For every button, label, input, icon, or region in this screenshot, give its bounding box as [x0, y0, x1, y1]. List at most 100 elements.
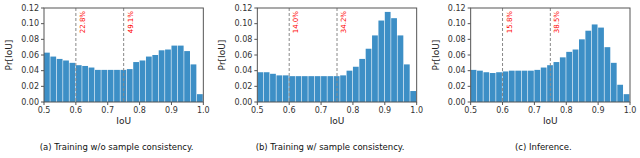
bar [353, 67, 359, 102]
x-tick-label: 0.6 [283, 106, 296, 115]
y-tick-label: 0.10 [448, 19, 466, 28]
y-tick-label: 0.04 [448, 66, 466, 75]
reference-line [550, 8, 551, 102]
bar [410, 91, 416, 102]
y-tick-label: 0.04 [235, 66, 253, 75]
bar [140, 60, 146, 102]
y-tick-label: 0.04 [21, 66, 39, 75]
bar [69, 63, 75, 102]
bars [257, 8, 416, 102]
x-tick-label: 0.5 [251, 106, 264, 115]
bar [515, 71, 521, 102]
x-tick-label: 0.6 [69, 106, 82, 115]
x-tick-label: 0.9 [165, 106, 178, 115]
bar [89, 68, 95, 102]
bar [347, 71, 353, 102]
y-axis-label: Pr[IoU] [217, 40, 227, 71]
x-tick-label: 0.8 [133, 106, 146, 115]
bar [483, 72, 489, 102]
bar [95, 70, 101, 102]
bar [509, 71, 515, 102]
annotation: 34.2% [340, 11, 348, 34]
bar [404, 64, 410, 102]
bar [82, 66, 88, 102]
y-tick-label: 0.00 [235, 98, 253, 107]
reference-line [75, 8, 76, 102]
bar [296, 76, 302, 102]
bar [63, 60, 69, 102]
x-tick-label: 0.6 [496, 106, 509, 115]
panel: 0.000.020.040.060.080.100.120.50.60.70.8… [217, 4, 423, 152]
bar [178, 46, 184, 102]
y-tick-label: 0.02 [21, 82, 39, 91]
y-axis-label: Pr[IoU] [431, 40, 441, 71]
x-tick-label: 1.0 [410, 106, 423, 115]
bar [340, 75, 346, 102]
bar [385, 12, 391, 102]
y-tick-label: 0.00 [21, 98, 39, 107]
annotation: 38.5% [553, 11, 561, 34]
bar [270, 74, 276, 102]
bar [302, 76, 308, 102]
bar [554, 62, 560, 102]
bar [276, 75, 282, 102]
y-tick-label: 0.02 [448, 82, 466, 91]
reference-line [337, 8, 338, 102]
bar [257, 72, 263, 102]
bar [579, 39, 585, 102]
y-axis-label: Pr[IoU] [4, 40, 14, 71]
y-tick-label: 0.12 [21, 4, 39, 13]
reference-line [502, 8, 503, 102]
figure: 0.00 0.02 0.04 0.06 0.08 0.10 0.12 0.5 0.6 0.7 0.8… [0, 0, 640, 158]
x-tick-label: 1.0 [624, 106, 637, 115]
bar [289, 76, 295, 102]
bar [490, 73, 496, 102]
bar [50, 57, 56, 102]
bar [171, 46, 177, 102]
bar [184, 51, 190, 102]
bar [398, 35, 404, 102]
bar [108, 70, 114, 102]
bar [114, 70, 120, 102]
reference-line [123, 8, 124, 102]
panel: 0.000.020.040.060.080.100.120.50.60.70.8… [431, 4, 637, 152]
bar [283, 75, 289, 102]
bar [165, 50, 171, 102]
bars [44, 8, 203, 102]
x-tick-label: 1.0 [197, 106, 210, 115]
x-tick-label: 0.5 [38, 106, 51, 115]
bar [372, 35, 378, 102]
bar [592, 24, 598, 102]
x-tick-label: 0.7 [528, 106, 541, 115]
bar [359, 59, 365, 102]
x-tick-label: 0.9 [378, 106, 391, 115]
bar [585, 31, 591, 102]
bar [159, 50, 165, 102]
bar [44, 53, 50, 102]
bar [101, 70, 107, 102]
y-tick-label: 0.06 [21, 51, 39, 60]
reference-line [289, 8, 290, 102]
bar [146, 57, 152, 102]
bar [315, 76, 321, 102]
y-tick-label: 0.12 [448, 4, 466, 13]
bar [503, 71, 509, 102]
plot-frame [257, 8, 416, 102]
bar [378, 21, 384, 102]
bar [624, 94, 630, 102]
x-axis-label: IoU [116, 116, 131, 126]
bar [391, 18, 397, 102]
y-tick-label: 0.10 [235, 19, 253, 28]
caption: (b) Training w/ sample consistency. [256, 142, 405, 152]
bar [477, 71, 483, 102]
y-tick-label: 0.08 [21, 35, 39, 44]
bar [152, 55, 158, 102]
bar [560, 57, 566, 102]
x-tick-label: 0.9 [592, 106, 605, 115]
x-tick-label: 0.7 [315, 106, 328, 115]
bar [133, 62, 139, 102]
annotation: 15.8% [506, 11, 514, 34]
bars [471, 8, 630, 102]
bar [541, 68, 547, 102]
annotation: 49.1% [127, 11, 135, 34]
